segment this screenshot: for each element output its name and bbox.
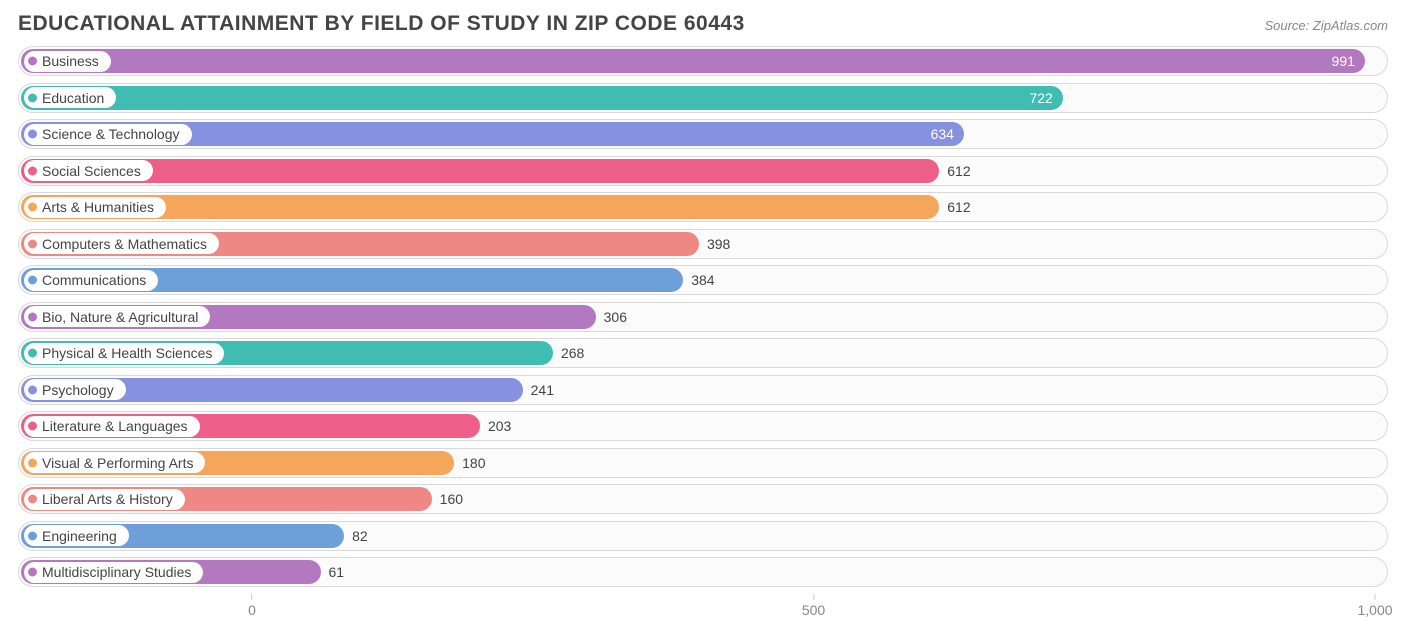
bar-label-pill: Arts & Humanities xyxy=(24,197,166,218)
bar-row: Arts & Humanities 612 xyxy=(18,192,1388,222)
bar-row: Business991 xyxy=(18,46,1388,76)
bar-value: 180 xyxy=(454,448,485,478)
bar-value: 306 xyxy=(596,302,627,332)
x-axis: 05001,000 xyxy=(18,594,1388,622)
chart-area: Business991 Education722 Science & Technol… xyxy=(18,46,1388,622)
bar-value: 634 xyxy=(18,119,964,149)
bar-row: Literature & Languages 203 xyxy=(18,411,1388,441)
x-axis-tick: 1,000 xyxy=(1357,594,1392,618)
bar-row: Physical & Health Sciences 268 xyxy=(18,338,1388,368)
x-axis-tick: 0 xyxy=(248,594,256,618)
bar-row: Social Sciences 612 xyxy=(18,156,1388,186)
bar-row: Computers & Mathematics 398 xyxy=(18,229,1388,259)
bar-color-dot xyxy=(28,495,37,504)
bar-color-dot xyxy=(28,458,37,467)
x-axis-tick: 500 xyxy=(802,594,825,618)
bar-label-pill: Communications xyxy=(24,270,158,291)
bar-value: 160 xyxy=(432,484,463,514)
bar-row: Visual & Performing Arts 180 xyxy=(18,448,1388,478)
tick-label: 1,000 xyxy=(1357,602,1392,618)
bar-color-dot xyxy=(28,349,37,358)
bar-label: Physical & Health Sciences xyxy=(42,345,212,361)
bar-label: Psychology xyxy=(42,382,114,398)
bar-value: 384 xyxy=(683,265,714,295)
bar-color-dot xyxy=(28,531,37,540)
bar-row: Communications 384 xyxy=(18,265,1388,295)
bar-label: Social Sciences xyxy=(42,163,141,179)
bar-color-dot xyxy=(28,422,37,431)
bar-value: 991 xyxy=(18,46,1365,76)
bar-color-dot xyxy=(28,568,37,577)
bar-label: Engineering xyxy=(42,528,117,544)
bar-color-dot xyxy=(28,239,37,248)
bar-fill xyxy=(21,159,939,183)
bar-label-pill: Multidisciplinary Studies xyxy=(24,562,203,583)
bar-label-pill: Computers & Mathematics xyxy=(24,233,219,254)
bar-label: Liberal Arts & History xyxy=(42,491,173,507)
bar-value: 612 xyxy=(939,192,970,222)
bar-color-dot xyxy=(28,166,37,175)
bar-value: 722 xyxy=(18,83,1063,113)
bar-row: Multidisciplinary Studies 61 xyxy=(18,557,1388,587)
bar-row: Psychology 241 xyxy=(18,375,1388,405)
bar-row: Bio, Nature & Agricultural 306 xyxy=(18,302,1388,332)
chart-title: EDUCATIONAL ATTAINMENT BY FIELD OF STUDY… xyxy=(18,12,745,36)
bar-value: 203 xyxy=(480,411,511,441)
bar-row: Liberal Arts & History 160 xyxy=(18,484,1388,514)
bar-label-pill: Engineering xyxy=(24,525,129,546)
bar-color-dot xyxy=(28,276,37,285)
bar-row: Engineering 82 xyxy=(18,521,1388,551)
tick-mark xyxy=(1374,594,1375,600)
tick-label: 0 xyxy=(248,602,256,618)
bar-value: 268 xyxy=(553,338,584,368)
chart-source: Source: ZipAtlas.com xyxy=(1264,18,1388,33)
chart-header: EDUCATIONAL ATTAINMENT BY FIELD OF STUDY… xyxy=(18,12,1388,36)
bar-label: Computers & Mathematics xyxy=(42,236,207,252)
bar-label: Visual & Performing Arts xyxy=(42,455,193,471)
bar-color-dot xyxy=(28,203,37,212)
bar-label: Bio, Nature & Agricultural xyxy=(42,309,198,325)
bar-color-dot xyxy=(28,385,37,394)
tick-label: 500 xyxy=(802,602,825,618)
bar-value: 612 xyxy=(939,156,970,186)
bar-label-pill: Visual & Performing Arts xyxy=(24,452,205,473)
tick-mark xyxy=(813,594,814,600)
bar-label-pill: Social Sciences xyxy=(24,160,153,181)
bar-value: 241 xyxy=(523,375,554,405)
bar-label-pill: Psychology xyxy=(24,379,126,400)
bar-label: Literature & Languages xyxy=(42,418,188,434)
bar-label-pill: Literature & Languages xyxy=(24,416,200,437)
bar-value: 82 xyxy=(344,521,368,551)
bar-value: 398 xyxy=(699,229,730,259)
bar-label-pill: Bio, Nature & Agricultural xyxy=(24,306,210,327)
bar-row: Science & Technology634 xyxy=(18,119,1388,149)
bar-label: Arts & Humanities xyxy=(42,199,154,215)
tick-mark xyxy=(251,594,252,600)
bar-value: 61 xyxy=(321,557,345,587)
bar-label-pill: Liberal Arts & History xyxy=(24,489,185,510)
bar-label-pill: Physical & Health Sciences xyxy=(24,343,224,364)
bar-label: Communications xyxy=(42,272,146,288)
bar-color-dot xyxy=(28,312,37,321)
bar-row: Education722 xyxy=(18,83,1388,113)
bar-label: Multidisciplinary Studies xyxy=(42,564,191,580)
